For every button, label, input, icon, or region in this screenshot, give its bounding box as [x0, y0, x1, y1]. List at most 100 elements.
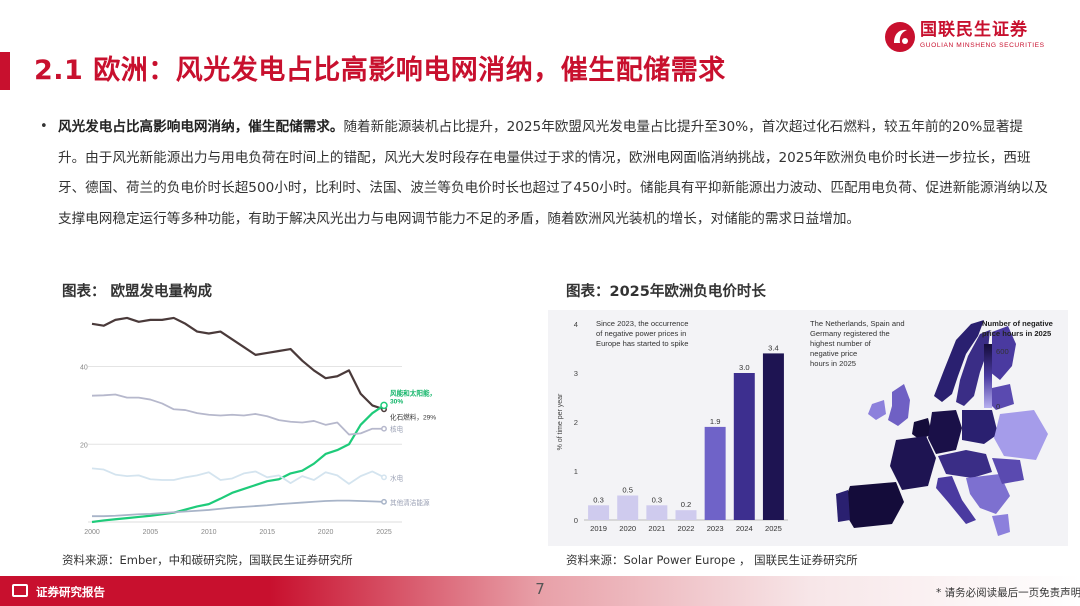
y-tick-label: 40 — [80, 365, 88, 372]
right-figure-source: 资料来源：Solar Power Europe ， 国联民生证券研究所 — [566, 553, 858, 567]
bar — [588, 505, 610, 520]
x-tick-label: 2022 — [678, 524, 695, 533]
bullet-lead: 风光发电占比高影响电网消纳，催生配储需求。 — [58, 119, 344, 135]
text-line: price hours in 2025 — [982, 329, 1052, 338]
map-baltics — [988, 384, 1014, 410]
text-line: Since 2023, the occurrence — [596, 319, 688, 328]
bullet-paragraph: • 风光发电占比高影响电网消纳，催生配储需求。随着新能源装机占比提升，2025年… — [40, 112, 1048, 234]
bar-value-label: 3.4 — [768, 343, 779, 352]
x-tick-label: 2000 — [84, 529, 100, 536]
logo-name: 国联民生证券 — [920, 20, 1028, 40]
map-sweden — [956, 330, 990, 406]
bar-value-label: 1.9 — [710, 417, 721, 426]
bar — [704, 426, 726, 520]
map-greece — [992, 514, 1010, 536]
map-legend-max: 600 — [996, 347, 1009, 356]
x-tick-label: 2025 — [765, 524, 782, 533]
eu-generation-chart: 20 40 2000 2005 2010 2015 2020 2025 化石燃料，29% 风能和太… — [72, 310, 502, 546]
bar-value-label: 0.3 — [652, 495, 663, 504]
series-label: 风能和太阳能， 30% — [390, 388, 436, 405]
y-tick-label: 2 — [574, 418, 578, 427]
series-line — [91, 467, 385, 485]
page-number: 7 — [535, 580, 545, 598]
bar-value-label: 3.0 — [739, 363, 750, 372]
left-figure-caption: 图表： 欧盟发电量构成 — [62, 284, 213, 300]
bar-value-label: 0.3 — [593, 495, 604, 504]
title-accent-bar — [0, 52, 10, 90]
series-line — [91, 393, 384, 436]
series-line — [91, 404, 385, 524]
series-label: 核电 — [390, 425, 404, 434]
series-label: 化石燃料，29% — [390, 412, 436, 421]
page-title: 2.1 欧洲：风光发电占比高影响电网消纳，催生配储需求 — [34, 55, 726, 86]
footer-label: 证券研究报告 — [36, 585, 105, 599]
map-belarus-ukraine — [994, 410, 1048, 460]
bar-chart-svg: 0 1 2 3 4 % of time per year 0.3 2019 0.5 2020 0.3… — [557, 319, 788, 533]
map-uk — [888, 384, 910, 426]
x-tick-label: 2020 — [318, 529, 334, 536]
series-end-point — [381, 498, 387, 505]
map-poland — [962, 410, 998, 444]
x-tick-label: 2023 — [707, 524, 724, 533]
x-tick-label: 2024 — [736, 524, 753, 533]
text-line: 风能和太阳能， — [390, 388, 436, 397]
footer-bar: 证券研究报告 7 * 请务必阅读最后一页免责声明 — [0, 576, 1080, 606]
bar — [617, 495, 639, 520]
x-tick-label: 2025 — [376, 529, 392, 536]
map-italy — [936, 476, 976, 524]
logo-english-name: GUOLIAN MINSHENG SECURITIES — [920, 42, 1045, 49]
map-legend-scale — [984, 344, 992, 408]
left-figure-source: 资料来源：Ember，中和碳研究院，国联民生证券研究所 — [62, 553, 353, 567]
map-central — [938, 450, 992, 478]
map-annotation: The Netherlands, Spain and Germany regist… — [810, 319, 905, 368]
company-logo: 国联民生证券 GUOLIAN MINSHENG SECURITIES — [884, 20, 1054, 54]
map-romania — [992, 458, 1024, 484]
line-chart-svg: 20 40 2000 2005 2010 2015 2020 2025 化石燃料，29% 风能和太… — [80, 316, 436, 536]
x-tick-label: 2005 — [143, 529, 159, 536]
x-tick-label: 2019 — [590, 524, 607, 533]
bar — [646, 505, 668, 520]
map-netherlands-belgium — [912, 418, 932, 440]
bar — [733, 373, 755, 520]
text-line: Number of negative — [982, 319, 1053, 328]
text-line: hours in 2025 — [810, 359, 856, 368]
y-tick-label: 3 — [574, 369, 578, 378]
negative-price-bar-chart: 0 1 2 3 4 % of time per year 0.3 2019 0.5 2020 0.3… — [548, 310, 796, 546]
logo-mark-icon — [885, 22, 915, 52]
x-tick-label: 2020 — [619, 524, 636, 533]
text-line: Europe has started to spike — [596, 339, 688, 348]
footer-disclaimer: * 请务必阅读最后一页免责声明 — [936, 587, 1080, 599]
x-tick-label: 2015 — [259, 529, 275, 536]
map-countries — [836, 320, 1048, 536]
bar — [675, 510, 697, 520]
series-end-point — [381, 425, 387, 432]
map-legend: Number of negative price hours in 2025 60… — [982, 319, 1053, 411]
map-legend-title: Number of negative price hours in 2025 — [982, 319, 1053, 338]
series-label: 水电 — [390, 473, 404, 482]
series-end-point — [380, 401, 388, 410]
y-axis-label: % of time per year — [557, 393, 564, 450]
text-line: 30% — [390, 398, 403, 405]
text-line: of negative power prices in — [596, 329, 686, 338]
x-tick-label: 2010 — [201, 529, 217, 536]
map-portugal — [836, 490, 850, 522]
y-tick-label: 1 — [574, 467, 578, 476]
europe-map-panel: The Netherlands, Spain and Germany regist… — [796, 310, 1068, 546]
bar-value-label: 0.2 — [681, 500, 692, 509]
y-tick-label: 0 — [574, 516, 578, 525]
bar — [762, 353, 784, 520]
book-icon — [12, 584, 28, 597]
text-line: highest number of — [810, 339, 872, 348]
bullet-dot-icon: • — [40, 119, 48, 134]
y-tick-label: 4 — [574, 320, 578, 329]
x-tick-label: 2021 — [648, 524, 665, 533]
bar-value-label: 0.5 — [622, 486, 633, 495]
series-line — [92, 499, 385, 518]
series-end-point — [381, 474, 387, 481]
text-line: negative price — [810, 349, 857, 358]
map-legend-min: 0 — [996, 402, 1000, 411]
map-spain — [842, 482, 904, 528]
bar-chart-annotation: Since 2023, the occurrence of negative po… — [596, 319, 688, 348]
series-label: 其他清洁能源 — [390, 498, 430, 507]
map-france — [890, 436, 936, 490]
